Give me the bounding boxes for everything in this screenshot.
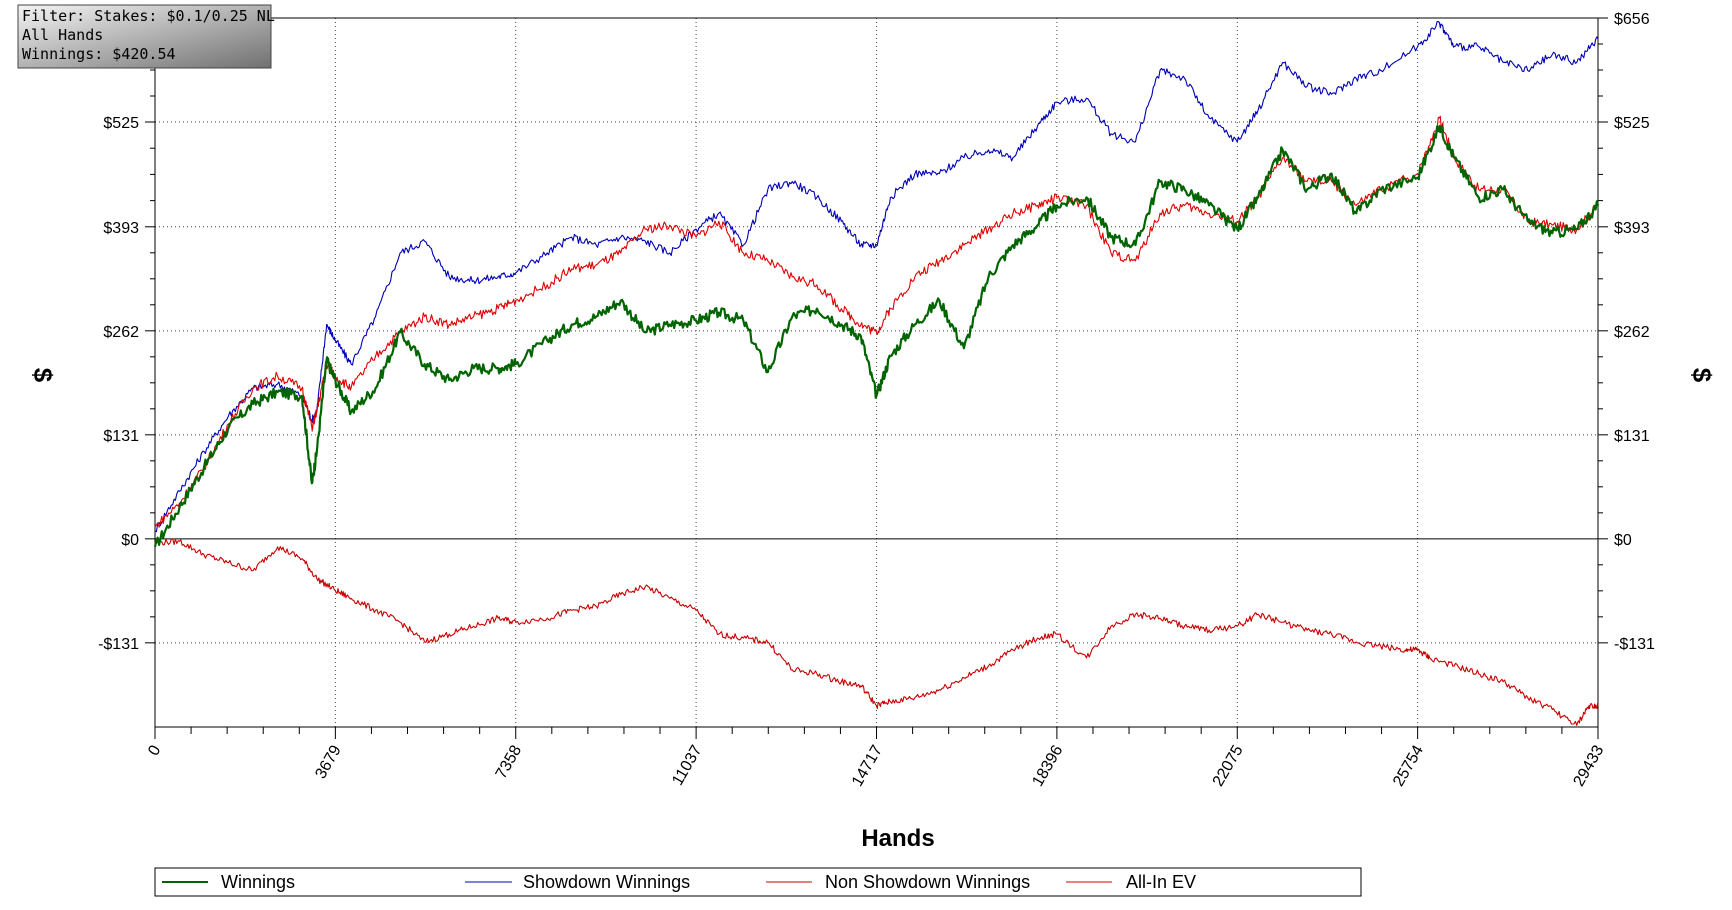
legend-label-winnings: Winnings bbox=[221, 872, 295, 892]
y-tick-label-left: $131 bbox=[103, 428, 139, 445]
legend-label-allin-ev: All-In EV bbox=[1126, 872, 1196, 892]
x-axis-title: Hands bbox=[861, 825, 934, 852]
y-tick-label-right: $393 bbox=[1614, 220, 1650, 237]
y-axis-title-right: $ bbox=[1687, 368, 1717, 383]
y-tick-label-left: -$131 bbox=[98, 636, 139, 653]
info-winnings-text: Winnings: $420.54 bbox=[22, 45, 176, 63]
series-line-allin-ev bbox=[154, 115, 1599, 528]
series-line-showdown-winnings bbox=[154, 20, 1599, 533]
legend-frame bbox=[154, 867, 1362, 897]
legend-label-non-showdown: Non Showdown Winnings bbox=[825, 872, 1030, 892]
y-tick-label-right: $656 bbox=[1614, 11, 1650, 28]
series-layer bbox=[153, 20, 1600, 726]
filter-info-box: Filter: Stakes: $0.1/0.25 NL All Hands W… bbox=[17, 4, 275, 69]
y-tick-label-right: $131 bbox=[1614, 428, 1650, 445]
series-line-winnings bbox=[153, 124, 1600, 548]
y-tick-label-right: $0 bbox=[1614, 532, 1632, 549]
info-filter-text: Filter: Stakes: $0.1/0.25 NL bbox=[22, 7, 275, 25]
y-tick-label-right: -$131 bbox=[1614, 636, 1655, 653]
info-box-background bbox=[17, 4, 272, 69]
y-tick-label-left: $0 bbox=[121, 532, 139, 549]
legend-label-showdown: Showdown Winnings bbox=[523, 872, 690, 892]
y-axis-title-left: $ bbox=[28, 368, 58, 383]
y-tick-label-right: $262 bbox=[1614, 324, 1650, 341]
y-tick-label-left: $393 bbox=[103, 220, 139, 237]
series-line-non-showdown-winnings bbox=[154, 538, 1599, 726]
y-tick-label-left: $525 bbox=[103, 115, 139, 132]
legend: Winnings Showdown Winnings Non Showdown … bbox=[154, 867, 1362, 897]
info-hands-text: All Hands bbox=[22, 26, 103, 44]
y-tick-label-right: $525 bbox=[1614, 115, 1650, 132]
y-tick-label-left: $262 bbox=[103, 324, 139, 341]
